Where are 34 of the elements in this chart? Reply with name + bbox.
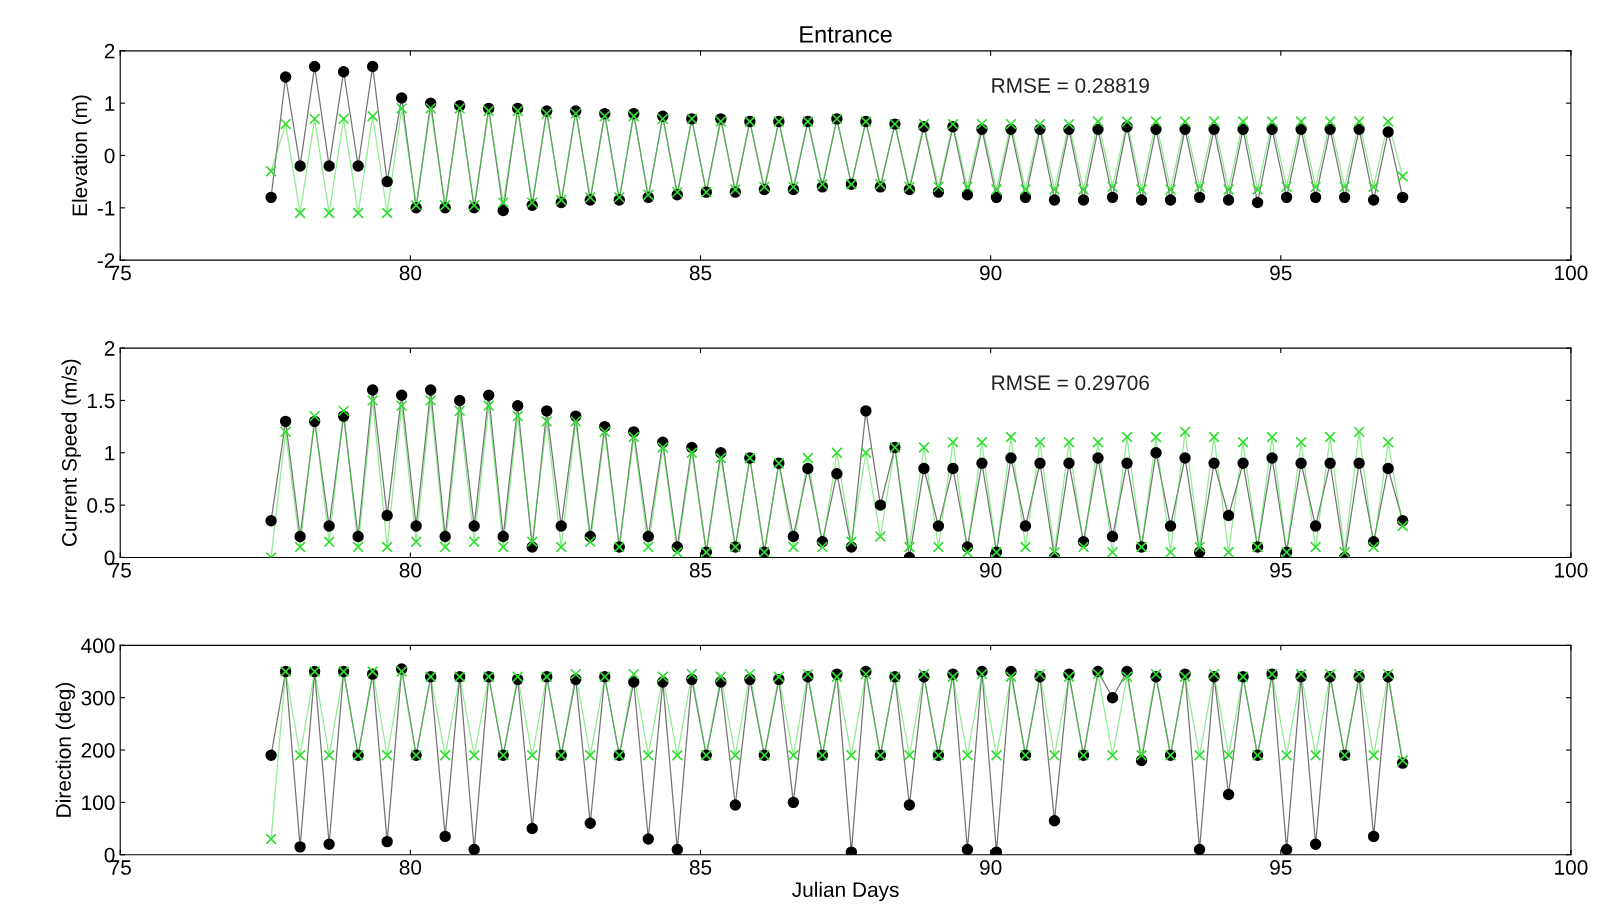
y-tick-label: 1.5 — [87, 393, 115, 409]
annotation: RMSE = 0.29706 — [992, 375, 1149, 391]
x-tick-label: 80 — [399, 265, 422, 281]
y-tick-label: 400 — [81, 638, 115, 654]
x-tick-label: 100 — [1555, 860, 1588, 875]
y-axis-title: Elevation (m) — [71, 95, 92, 216]
chart-title: Entrance — [800, 26, 892, 43]
y-tick-label: 1 — [105, 445, 115, 461]
x-tick-label: 95 — [1270, 860, 1292, 875]
x-tick-label: 100 — [1555, 265, 1588, 281]
x-axis-title: Julian Days — [792, 881, 899, 902]
y-axis-title: Current Speed (m/s) — [61, 359, 81, 547]
y-tick-label: 0 — [104, 148, 115, 164]
y-tick-label: 100 — [82, 795, 115, 811]
y-tick-label: 1 — [105, 96, 115, 111]
y-tick-label: 200 — [81, 743, 115, 758]
x-tick-label: 90 — [980, 562, 1002, 578]
y-axis-title: Direction (deg) — [55, 683, 76, 817]
x-tick-label: 90 — [980, 265, 1002, 281]
x-tick-label: 85 — [689, 265, 712, 281]
x-tick-label: 90 — [980, 860, 1002, 875]
y-tick-label: 2 — [104, 43, 115, 59]
y-tick-label: -1 — [97, 201, 115, 216]
x-tick-label: 85 — [689, 562, 712, 578]
x-tick-label: 95 — [1270, 265, 1292, 281]
x-tick-label: 80 — [399, 860, 422, 875]
x-tick-label: 95 — [1270, 562, 1292, 578]
x-tick-label: 100 — [1555, 562, 1588, 578]
y-tick-label: 2 — [104, 341, 115, 356]
x-tick-label: 85 — [689, 860, 712, 875]
annotation: RMSE = 0.28819 — [992, 78, 1149, 93]
x-tick-label: 80 — [399, 562, 422, 578]
y-tick-label: 0.5 — [87, 498, 115, 513]
y-tick-label: 300 — [81, 690, 115, 706]
